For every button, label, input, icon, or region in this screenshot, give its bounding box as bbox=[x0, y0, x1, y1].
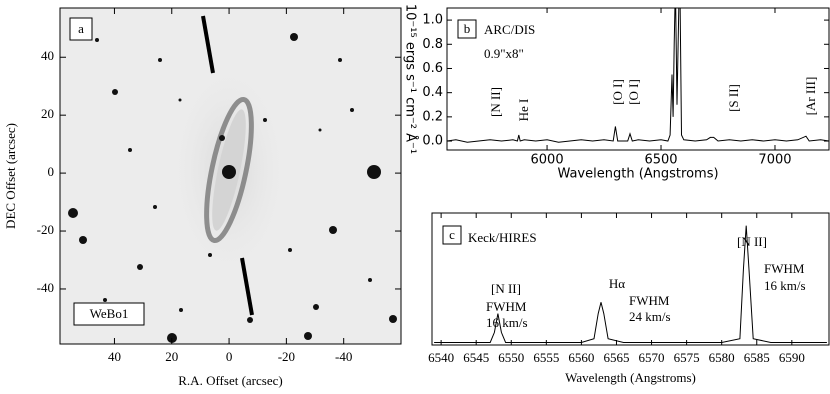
spectrum bbox=[434, 225, 827, 343]
annotation: Hα bbox=[609, 276, 625, 291]
annotation: FWHM bbox=[764, 261, 805, 276]
star bbox=[153, 205, 157, 209]
y-tick-label: 0.8 bbox=[422, 37, 443, 52]
y-tick-label: 0.0 bbox=[422, 134, 443, 149]
star bbox=[329, 226, 337, 234]
star bbox=[68, 208, 78, 218]
star bbox=[290, 33, 298, 41]
x-tick-label: 0 bbox=[226, 349, 233, 364]
annotation: WeBo1 bbox=[90, 306, 129, 321]
star bbox=[219, 135, 225, 141]
y-tick-label: 0.4 bbox=[422, 85, 443, 100]
y-tick-label: 0 bbox=[48, 164, 55, 179]
star bbox=[367, 165, 381, 179]
star bbox=[338, 58, 342, 62]
y-tick-label: 40 bbox=[41, 48, 54, 63]
annotation: ARC/DIS bbox=[484, 22, 535, 37]
annotation: Keck/HIRES bbox=[468, 230, 537, 245]
star bbox=[247, 317, 253, 323]
frame bbox=[431, 212, 830, 346]
line-label: He I bbox=[516, 99, 531, 122]
annotation: 16 km/s bbox=[764, 278, 806, 293]
x-tick-label: 6560 bbox=[568, 350, 594, 365]
y-tick-label: 0.2 bbox=[422, 109, 443, 124]
y-tick-label: 20 bbox=[41, 106, 54, 121]
annotation-box bbox=[73, 302, 145, 326]
nebula-ring bbox=[204, 96, 254, 244]
x-tick-label: -40 bbox=[335, 349, 352, 364]
panel-label-box bbox=[457, 19, 477, 39]
star bbox=[263, 118, 267, 122]
star bbox=[350, 108, 354, 112]
annotation: [N II] bbox=[491, 281, 521, 296]
star bbox=[389, 315, 397, 323]
star bbox=[112, 89, 118, 95]
x-tick-label: 6545 bbox=[463, 350, 489, 365]
line-label: [S II] bbox=[726, 84, 741, 112]
y-tick-label: -20 bbox=[37, 222, 54, 237]
line-label: [O I] bbox=[610, 79, 625, 105]
star bbox=[318, 128, 322, 132]
x-tick-label: -20 bbox=[278, 349, 295, 364]
star bbox=[79, 236, 87, 244]
star bbox=[137, 264, 143, 270]
y-tick-label: 1.0 bbox=[422, 13, 443, 28]
star bbox=[128, 148, 132, 152]
line-label: [Ar III] bbox=[803, 77, 818, 116]
x-tick-label: 6585 bbox=[744, 350, 770, 365]
y-tick-label: 0.6 bbox=[422, 61, 443, 76]
slit bbox=[240, 257, 254, 316]
annotation: [N II] bbox=[737, 234, 767, 249]
x-axis-label: Wavelength (Angstroms) bbox=[565, 370, 696, 385]
star bbox=[208, 253, 212, 257]
y-axis-label: 10⁻¹⁵ ergs s⁻¹ cm⁻² Å⁻¹ bbox=[403, 4, 419, 154]
x-tick-label: 6555 bbox=[533, 350, 559, 365]
line-label: [N II] bbox=[488, 87, 503, 117]
annotation: 0.9"x8" bbox=[484, 46, 524, 61]
x-tick-label: 6570 bbox=[639, 350, 665, 365]
x-tick-label: 6590 bbox=[779, 350, 805, 365]
annotation: 16 km/s bbox=[486, 315, 528, 330]
star bbox=[313, 304, 319, 310]
x-tick-label: 20 bbox=[165, 349, 178, 364]
annotation: FWHM bbox=[629, 293, 670, 308]
panel-label: a bbox=[78, 21, 84, 36]
x-tick-label: 40 bbox=[108, 349, 121, 364]
panel-label-box bbox=[69, 17, 93, 41]
x-tick-label: 6000 bbox=[531, 153, 564, 168]
slit bbox=[201, 15, 215, 74]
panel-label-box bbox=[442, 225, 462, 245]
x-tick-label: 6540 bbox=[428, 350, 454, 365]
star bbox=[103, 298, 107, 302]
star bbox=[368, 278, 372, 282]
annotation: FWHM bbox=[486, 299, 527, 314]
star bbox=[222, 165, 236, 179]
star bbox=[178, 98, 182, 102]
star bbox=[158, 58, 162, 62]
frame bbox=[59, 7, 402, 345]
panel-label: c bbox=[449, 227, 455, 242]
frame bbox=[446, 7, 830, 151]
x-tick-label: 6500 bbox=[644, 153, 677, 168]
x-tick-label: 7000 bbox=[758, 153, 791, 168]
x-tick-label: 6575 bbox=[674, 350, 700, 365]
spectrum bbox=[447, 8, 829, 143]
x-tick-label: 6580 bbox=[709, 350, 735, 365]
star bbox=[304, 332, 312, 340]
x-axis-label: R.A. Offset (arcsec) bbox=[178, 373, 282, 388]
x-axis-label: Wavelength (Angstroms) bbox=[557, 167, 718, 182]
x-tick-label: 6550 bbox=[498, 350, 524, 365]
line-label: [O I] bbox=[626, 79, 641, 105]
x-tick-label: 6565 bbox=[603, 350, 629, 365]
y-tick-label: -40 bbox=[37, 280, 54, 295]
star bbox=[288, 248, 292, 252]
y-axis-label: DEC Offset (arcsec) bbox=[3, 123, 18, 229]
panel-label: b bbox=[464, 21, 471, 36]
star bbox=[179, 308, 183, 312]
star bbox=[95, 38, 99, 42]
annotation: 24 km/s bbox=[629, 309, 671, 324]
